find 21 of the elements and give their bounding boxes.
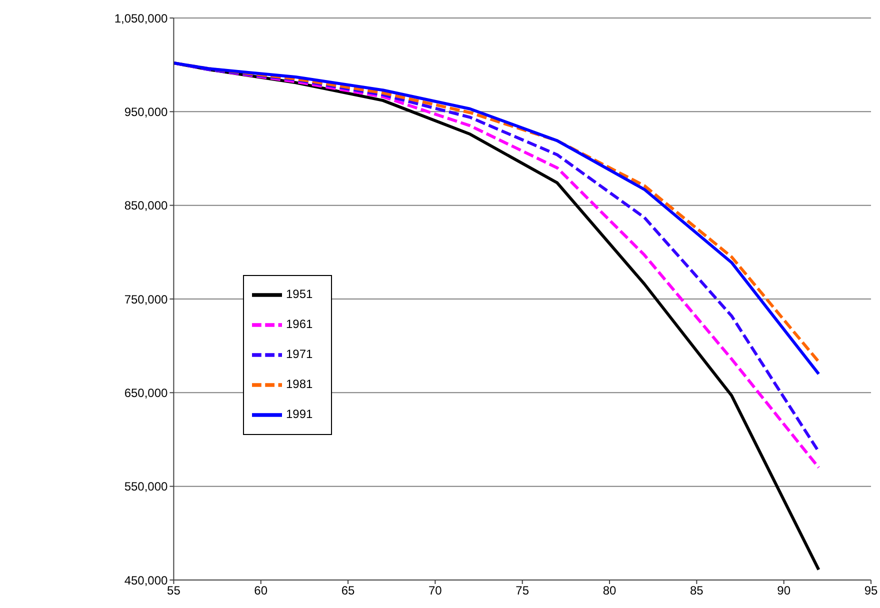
- legend-label: 1971: [286, 347, 313, 362]
- x-tick-label: 70: [428, 584, 442, 598]
- x-tick-label: 65: [341, 584, 356, 598]
- x-tick-label: 95: [864, 584, 878, 598]
- y-tick-label: 450,000: [124, 573, 168, 588]
- legend-label: 1981: [286, 377, 313, 392]
- y-tick-label: 1,050,000: [114, 11, 168, 26]
- legend-label: 1951: [286, 287, 313, 302]
- x-tick-label: 60: [254, 584, 268, 598]
- legend-label: 1961: [286, 317, 313, 332]
- y-tick-label: 850,000: [124, 198, 168, 213]
- y-tick-label: 550,000: [124, 480, 168, 494]
- x-tick-label: 80: [602, 584, 617, 598]
- x-tick-label: 55: [167, 584, 181, 598]
- y-tick-label: 650,000: [124, 386, 168, 400]
- y-tick-label: 750,000: [124, 292, 168, 306]
- x-tick-label: 90: [777, 584, 791, 598]
- legend-label: 1991: [286, 407, 313, 422]
- x-tick-label: 85: [690, 584, 704, 598]
- y-tick-label: 950,000: [124, 104, 168, 119]
- x-tick-label: 75: [516, 584, 530, 598]
